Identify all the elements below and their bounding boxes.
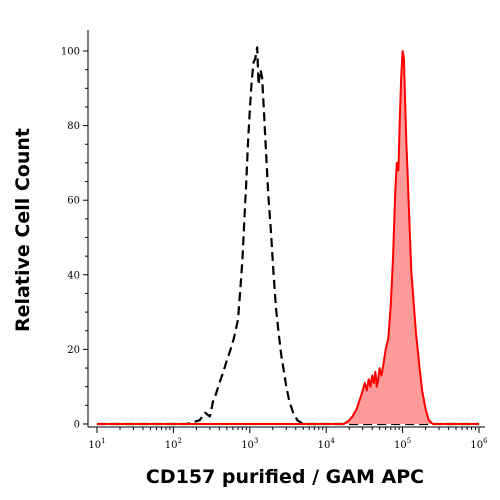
y-axis-title: Relative Cell Count xyxy=(12,128,34,332)
axes: 0 20 40 60 80 100 101 102 103 104 105 106 xyxy=(61,30,488,451)
x-axis-title: CD157 purified / GAM APC xyxy=(146,466,424,488)
x-tick-label: 106 xyxy=(470,437,488,451)
y-tick-label: 20 xyxy=(67,345,80,356)
y-tick-label: 40 xyxy=(67,270,80,281)
series-0-line xyxy=(97,46,479,426)
plot-area xyxy=(97,46,479,426)
series-1-line xyxy=(97,50,479,425)
series-1-fill xyxy=(97,51,479,424)
x-tick-label: 102 xyxy=(165,437,182,451)
y-tick-label: 100 xyxy=(61,47,80,58)
y-tick-label: 60 xyxy=(67,196,80,207)
y-tick-label: 0 xyxy=(74,420,80,431)
x-tick-label: 104 xyxy=(318,437,336,451)
x-tick-label: 105 xyxy=(394,437,411,451)
x-tick-label: 101 xyxy=(88,437,105,451)
x-tick-label: 103 xyxy=(241,437,258,451)
y-tick-label: 80 xyxy=(67,121,80,132)
